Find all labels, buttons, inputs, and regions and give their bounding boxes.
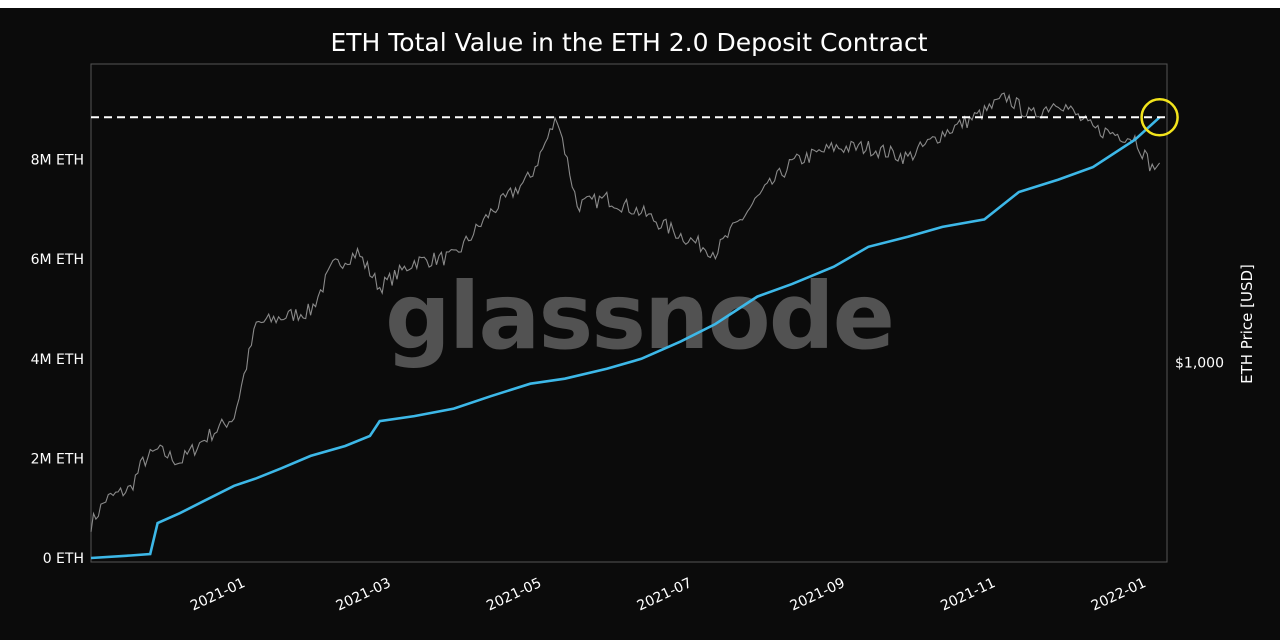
left-tick-label: 4M ETH [31, 352, 84, 368]
deposit-contract-line [90, 116, 1161, 560]
right-axis-title: ETH Price [USD] [1238, 264, 1256, 384]
right-tick-label: $1,000 [1175, 355, 1224, 371]
right-axis-ticks: $1,000 [1175, 355, 1224, 371]
chart-title: ETH Total Value in the ETH 2.0 Deposit C… [330, 28, 927, 57]
left-tick-label: 8M ETH [31, 153, 84, 169]
highlight-circle [1140, 98, 1179, 137]
chart-svg: ETH Total Value in the ETH 2.0 Deposit C… [0, 8, 1280, 640]
chart-background [0, 8, 1280, 640]
left-tick-label: 2M ETH [31, 451, 84, 467]
left-tick-label: 0 ETH [43, 551, 84, 567]
plot-area-frame [90, 63, 1168, 563]
left-tick-label: 6M ETH [31, 252, 84, 268]
chart-frame: ETH Total Value in the ETH 2.0 Deposit C… [0, 8, 1280, 640]
glassnode-watermark: glassnode [385, 263, 893, 370]
left-axis-ticks: 0 ETH 2M ETH 4M ETH 6M ETH 8M ETH [31, 153, 84, 567]
